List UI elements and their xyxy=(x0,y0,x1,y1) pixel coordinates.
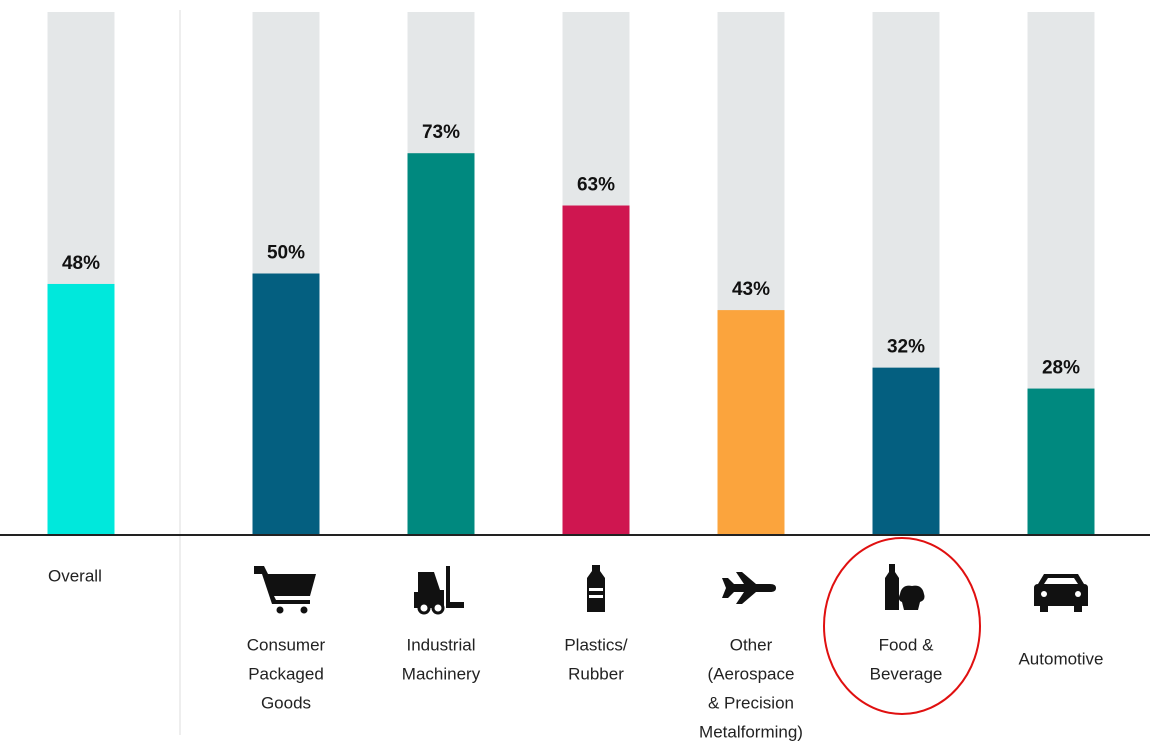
category-label: Automotive xyxy=(1018,649,1103,668)
category-label: Consumer xyxy=(247,635,326,654)
cart-wheel xyxy=(300,606,308,614)
category-label: Machinery xyxy=(402,664,481,683)
plane-icon xyxy=(722,572,776,604)
value-label: 43% xyxy=(732,279,770,300)
food-icon xyxy=(885,564,925,610)
bar xyxy=(252,273,320,535)
category-label: Rubber xyxy=(568,664,624,683)
value-label: 48% xyxy=(62,253,100,274)
category-label: Plastics/ xyxy=(564,635,628,654)
category-label: Food & xyxy=(879,635,934,654)
cart-icon xyxy=(254,566,316,604)
bar xyxy=(562,205,630,535)
bar xyxy=(47,283,115,535)
forklift-icon xyxy=(414,566,464,608)
category-label: Packaged xyxy=(248,664,324,683)
cart-wheel xyxy=(276,606,284,614)
category-label: Industrial xyxy=(407,635,476,654)
icons xyxy=(254,564,1088,615)
category-label: Overall xyxy=(48,566,102,585)
bar xyxy=(717,310,785,535)
value-label: 73% xyxy=(422,122,460,143)
category-label: & Precision xyxy=(708,693,794,712)
car-light xyxy=(1075,591,1081,597)
category-label: (Aerospace xyxy=(708,664,795,683)
bar xyxy=(872,367,940,535)
car-icon xyxy=(1034,574,1088,612)
value-label: 50% xyxy=(267,243,305,264)
value-label: 32% xyxy=(887,337,925,358)
bar xyxy=(407,153,475,535)
car-light xyxy=(1041,591,1047,597)
bar xyxy=(1027,388,1095,535)
category-label: Beverage xyxy=(870,664,943,683)
forklift-wheel xyxy=(431,601,445,615)
category-label: Metalforming) xyxy=(699,722,803,741)
bottle-label xyxy=(589,595,603,598)
forklift-wheel xyxy=(417,601,431,615)
category-label: Goods xyxy=(261,693,311,712)
category-label: Other xyxy=(730,635,773,654)
highlight-circle xyxy=(823,537,981,715)
value-label: 63% xyxy=(577,175,615,196)
bottle-label xyxy=(589,588,603,591)
value-label: 28% xyxy=(1042,358,1080,379)
